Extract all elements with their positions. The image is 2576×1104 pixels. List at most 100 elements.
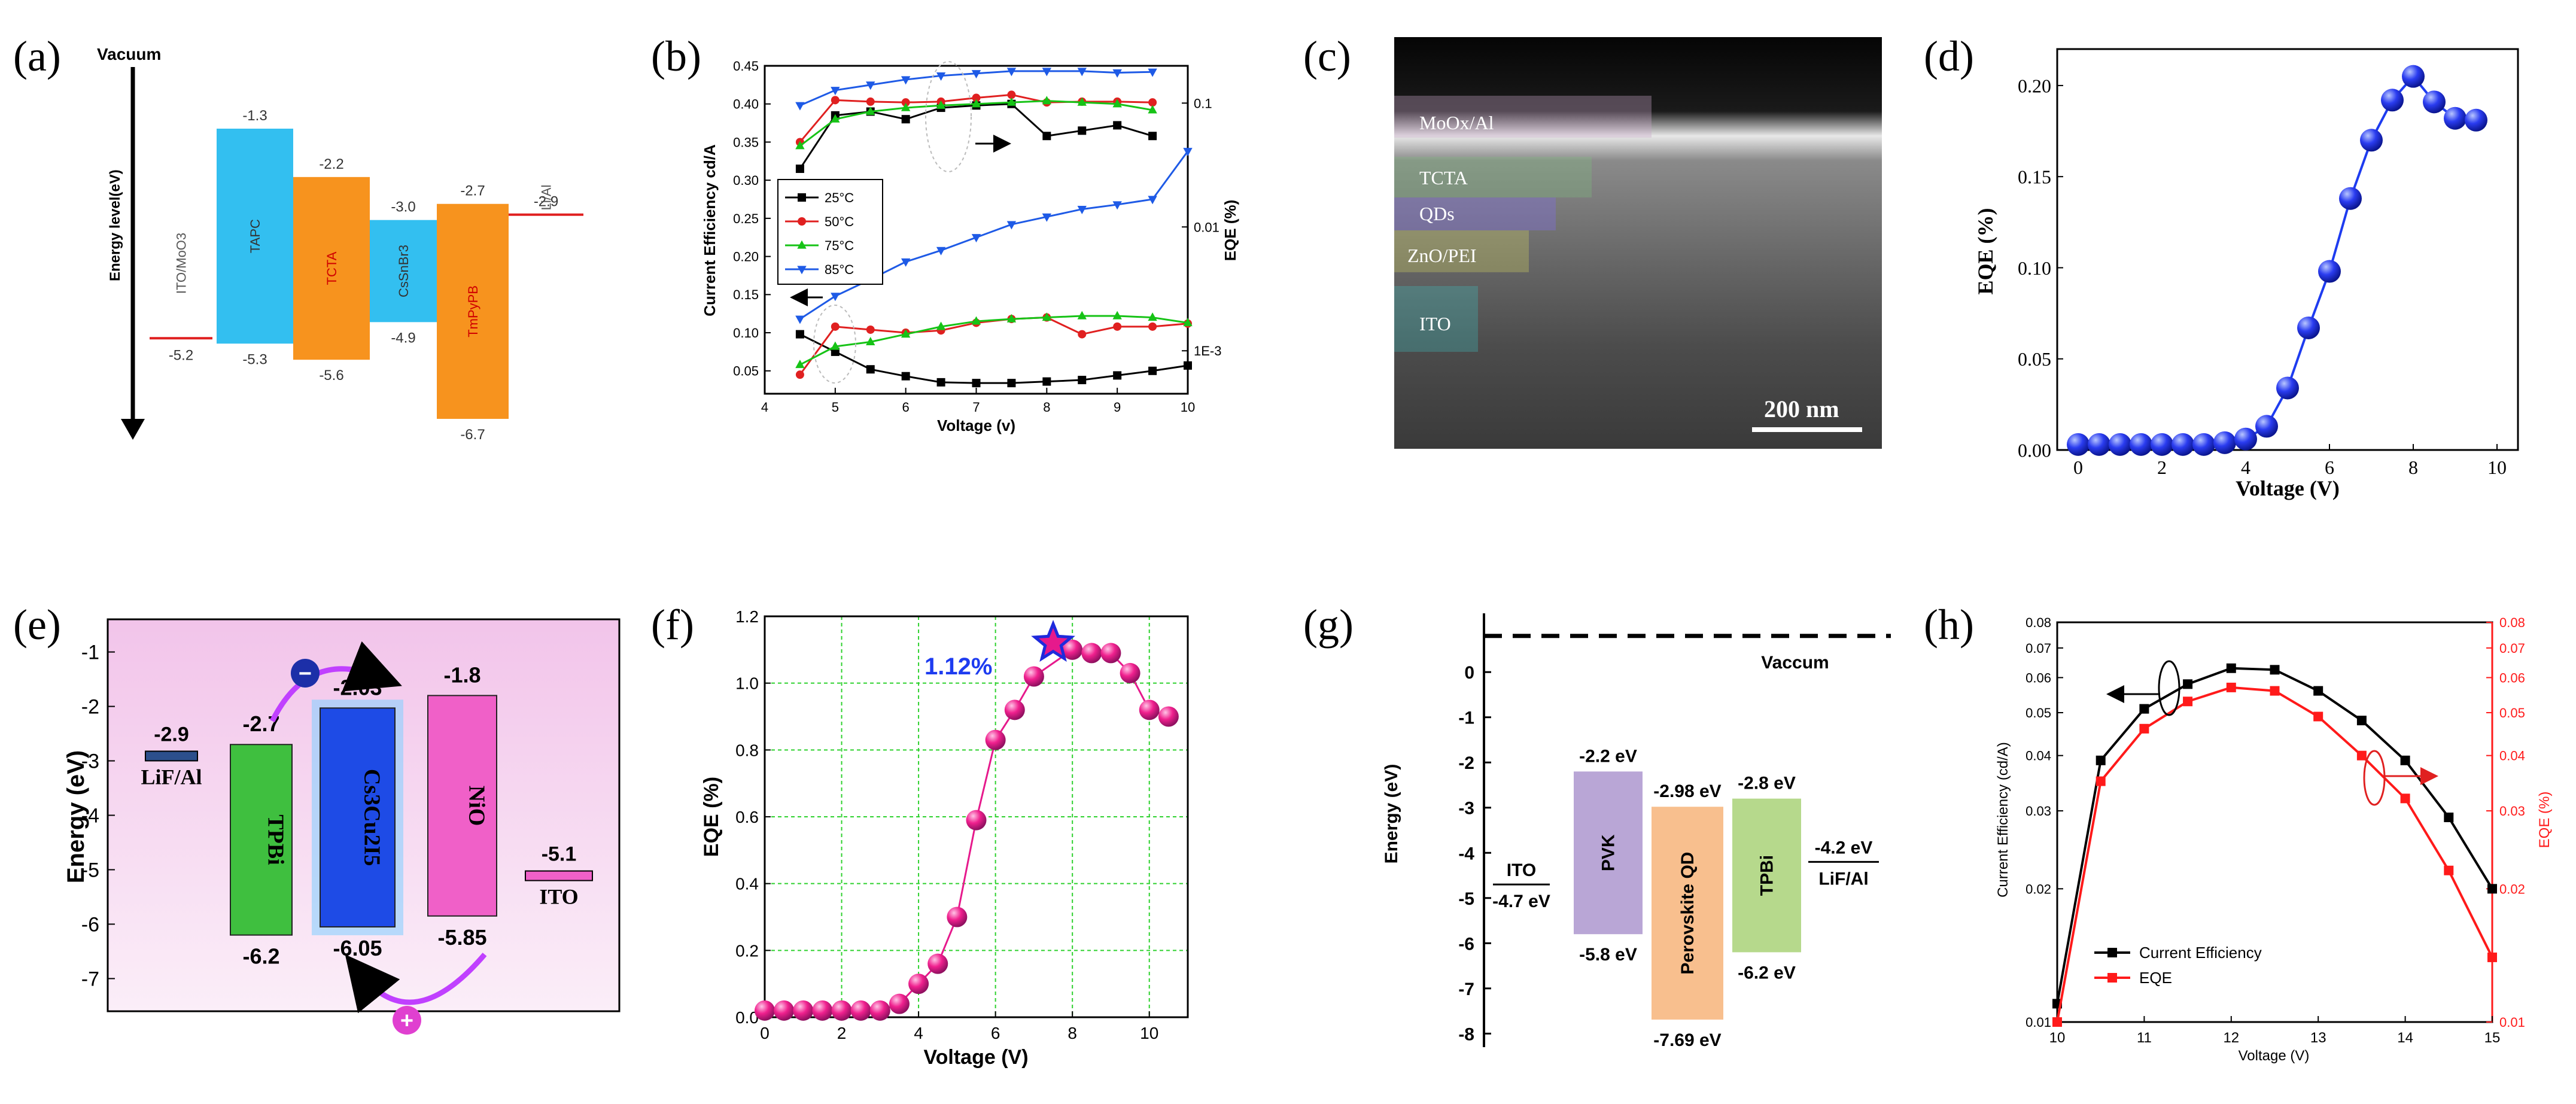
level-value-0: -2.9 bbox=[154, 723, 189, 746]
series-point bbox=[2139, 723, 2149, 734]
eqe-point bbox=[795, 370, 804, 379]
level-value-5: -2.9 bbox=[534, 194, 558, 210]
y-tick-label: 0 bbox=[1464, 663, 1474, 683]
layer-bottom-value-2: -7.69 eV bbox=[1653, 1030, 1721, 1050]
x-axis-label: Voltage (V) bbox=[2236, 476, 2340, 500]
layer-tint-ito bbox=[1394, 286, 1478, 352]
layer-name-1: TAPC bbox=[248, 219, 263, 253]
series-point bbox=[2226, 663, 2236, 673]
ce-point bbox=[831, 87, 840, 96]
eqe-point bbox=[795, 360, 805, 369]
y-tick-label: -2 bbox=[81, 696, 99, 719]
ce-point bbox=[1077, 68, 1087, 77]
ce-point bbox=[971, 99, 981, 108]
series-point bbox=[2356, 716, 2367, 726]
eqe-point bbox=[1007, 379, 1016, 388]
ce-point bbox=[831, 96, 840, 105]
ce-ellipse bbox=[2158, 660, 2180, 716]
y-tick-label: 0.01 bbox=[2025, 1015, 2051, 1030]
vacuum-label: Vaccum bbox=[1761, 653, 1829, 673]
eqe-point bbox=[1120, 662, 1141, 683]
x-tick-label: 8 bbox=[2408, 457, 2418, 478]
layer-top-value-2: -2.03 bbox=[333, 675, 382, 699]
x-tick-label: 5 bbox=[832, 400, 839, 415]
layer-top-value-3: -2.8 eV bbox=[1738, 774, 1796, 793]
eqe-point bbox=[1042, 377, 1051, 386]
layer-name-3: TPBi bbox=[1757, 855, 1777, 896]
x-tick-label: 4 bbox=[914, 1024, 923, 1042]
layer-top-value-1: -2.2 eV bbox=[1579, 746, 1637, 766]
eqe-point bbox=[1006, 314, 1017, 323]
eqe-point bbox=[869, 1000, 890, 1021]
layer-box-1 bbox=[1574, 771, 1643, 935]
series-point bbox=[2183, 697, 2193, 707]
y-tick-label: -6 bbox=[81, 913, 99, 936]
eqe-point bbox=[901, 372, 910, 381]
layer-top-value-3: -3.0 bbox=[391, 199, 415, 215]
x-tick-label: 0 bbox=[760, 1024, 770, 1042]
eqe-point bbox=[901, 329, 911, 338]
y2-tick-label: 0.03 bbox=[2499, 804, 2525, 819]
panel-label-c: (c) bbox=[1303, 32, 1351, 80]
layer-name-1: TPBi bbox=[263, 814, 288, 865]
layer-bottom-value-3: -6.2 eV bbox=[1738, 963, 1796, 983]
series-point bbox=[2444, 865, 2454, 875]
eqe-point bbox=[1006, 221, 1017, 230]
y-tick-label: -1 bbox=[1458, 708, 1474, 728]
y-tick-label: 0.30 bbox=[733, 173, 759, 188]
legend-label-0: Current Efficiency bbox=[2139, 944, 2262, 962]
layer-box-1 bbox=[230, 744, 293, 936]
layer-box-3 bbox=[370, 220, 437, 323]
hole-circle bbox=[393, 1006, 421, 1035]
eqe-point bbox=[1112, 201, 1122, 210]
layer-box-1 bbox=[217, 129, 293, 344]
eqe-point bbox=[1042, 213, 1052, 222]
sem-label-qds: QDs bbox=[1419, 203, 1455, 224]
series-line-1 bbox=[2056, 686, 2493, 1023]
ce-point bbox=[1148, 68, 1157, 77]
layer-name-1: PVK bbox=[1599, 834, 1619, 871]
panel-label-f: (f) bbox=[651, 601, 694, 649]
ce-point bbox=[866, 97, 875, 106]
legend-marker bbox=[798, 193, 806, 202]
eqe-ellipse bbox=[2363, 750, 2386, 806]
y-tick-label: 0.2 bbox=[735, 941, 759, 960]
legend-label-1: 50°C bbox=[825, 214, 854, 229]
level-bottom-0: -4.7 eV bbox=[1492, 892, 1550, 911]
eqe-point bbox=[1148, 196, 1157, 205]
y-tick-label: -4 bbox=[1458, 844, 1474, 863]
eqe-point bbox=[2151, 433, 2173, 456]
layer-name-3: CsSnBr3 bbox=[396, 245, 411, 297]
y-tick-label: -7 bbox=[81, 968, 99, 990]
level-name-0: LiF/Al bbox=[141, 765, 202, 789]
ce-point bbox=[901, 115, 910, 124]
layer-top-value-2: -2.2 bbox=[319, 156, 343, 172]
eqe-point bbox=[1148, 322, 1157, 331]
eqe-point bbox=[947, 907, 968, 927]
ce-point bbox=[1006, 68, 1017, 77]
panel-c-sem-image: MoOx/Al TCTA QDs ZnO/PEI ITO 200 nm bbox=[1394, 37, 1882, 449]
eqe-point bbox=[936, 378, 945, 387]
x-tick-label: 6 bbox=[2325, 457, 2334, 478]
layer-name-0: ITO/MoO3 bbox=[174, 233, 189, 294]
electron-circle bbox=[291, 659, 320, 688]
y-tick-label: 0.40 bbox=[733, 97, 759, 112]
ce-point bbox=[1042, 96, 1052, 105]
eqe-point bbox=[2402, 65, 2425, 88]
eqe-point bbox=[901, 258, 911, 267]
layer-top-value-3: -1.8 bbox=[443, 662, 480, 687]
y2-tick-label: 0.02 bbox=[2499, 881, 2525, 896]
level-name-4: ITO bbox=[539, 885, 578, 909]
y2-axis-label: EQE (%) bbox=[1221, 200, 1239, 261]
peak-annotation: 1.12% bbox=[924, 653, 992, 680]
x-tick-label: 8 bbox=[1043, 400, 1050, 415]
x-tick-label: 10 bbox=[2049, 1030, 2066, 1046]
eqe-point bbox=[866, 365, 875, 374]
series-point bbox=[2313, 711, 2323, 722]
y-tick-label: 0.05 bbox=[733, 364, 759, 379]
legend-marker bbox=[2107, 948, 2117, 957]
y2-tick-label: 1E-3 bbox=[1194, 343, 1221, 358]
eqe-point bbox=[2067, 433, 2090, 456]
series-point bbox=[2444, 812, 2454, 822]
